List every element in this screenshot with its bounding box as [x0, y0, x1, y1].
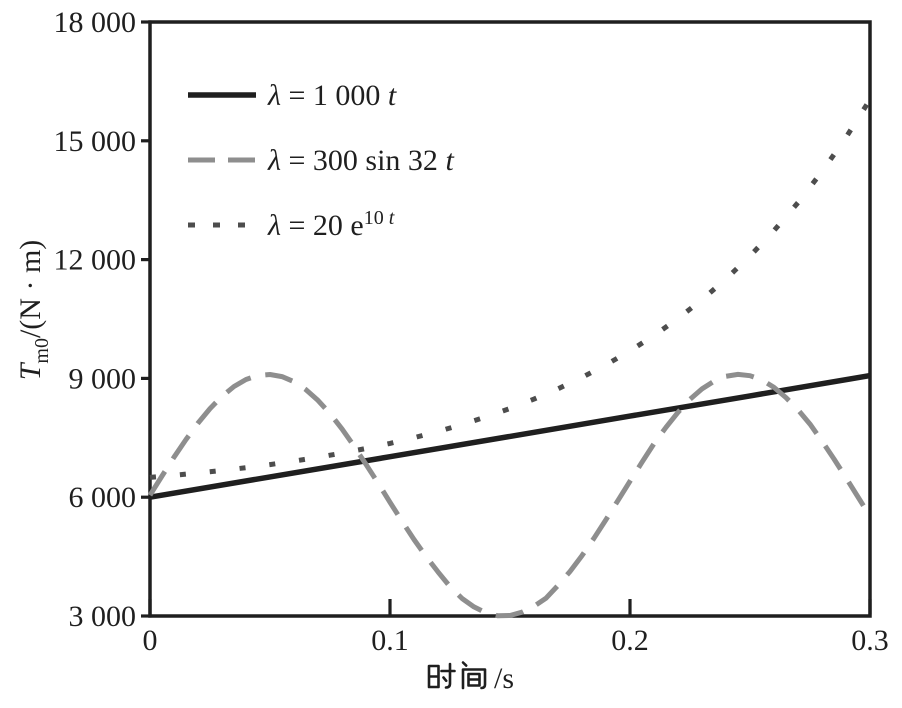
- y-tick-label: 9 000: [69, 362, 137, 395]
- x-tick-label: 0.3: [851, 624, 889, 657]
- x-tick-label: 0.1: [371, 624, 409, 657]
- cjk-glyph: [427, 662, 456, 689]
- y-tick-label: 15 000: [54, 125, 137, 158]
- y-axis-label: Tm0/(N · m): [14, 240, 53, 381]
- legend-label-lambda-300sin32t: λ = 300 sin 32 t: [267, 144, 454, 177]
- legend-label-lambda-1000t: λ = 1 000 t: [267, 79, 397, 112]
- curve-lambda-20e10t: [149, 98, 873, 480]
- legend-item-lambda-20e10t: λ = 20 e10 t: [188, 207, 395, 242]
- cjk-glyph: [461, 661, 487, 690]
- legend-item-lambda-1000t: λ = 1 000 t: [188, 79, 397, 112]
- y-tick-label: 3 000: [69, 600, 137, 633]
- y-tick-label: 18 000: [54, 6, 137, 39]
- curve-lambda-1000t: [149, 372, 871, 500]
- legend-label-lambda-20e10t: λ = 20 e10 t: [267, 207, 395, 242]
- y-tick-label: 12 000: [54, 244, 137, 277]
- curve-lambda-300sin32t: [147, 371, 873, 619]
- y-tick-label: 6 000: [69, 481, 137, 514]
- plot-area: 3 000 6 000 9 000 12 000 15 000 18 000 0 0.1 0.2…: [14, 6, 889, 695]
- legend-item-lambda-300sin32t: λ = 300 sin 32 t: [188, 144, 454, 177]
- x-tick-label: 0: [143, 624, 158, 657]
- x-axis-label: /s: [427, 661, 514, 695]
- x-axis-label-unit: /s: [494, 662, 514, 695]
- x-tick-label: 0.2: [611, 624, 649, 657]
- plot-border: [148, 20, 872, 618]
